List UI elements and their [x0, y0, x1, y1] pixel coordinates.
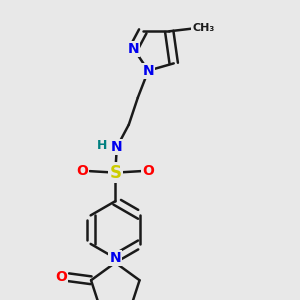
Text: N: N: [111, 140, 123, 154]
Text: N: N: [142, 64, 154, 78]
Text: CH₃: CH₃: [192, 23, 214, 33]
Text: O: O: [55, 270, 67, 284]
Text: H: H: [97, 139, 108, 152]
Text: N: N: [128, 42, 139, 56]
Text: S: S: [109, 164, 121, 181]
Text: O: O: [76, 164, 88, 178]
Text: N: N: [110, 251, 121, 265]
Text: O: O: [142, 164, 154, 178]
